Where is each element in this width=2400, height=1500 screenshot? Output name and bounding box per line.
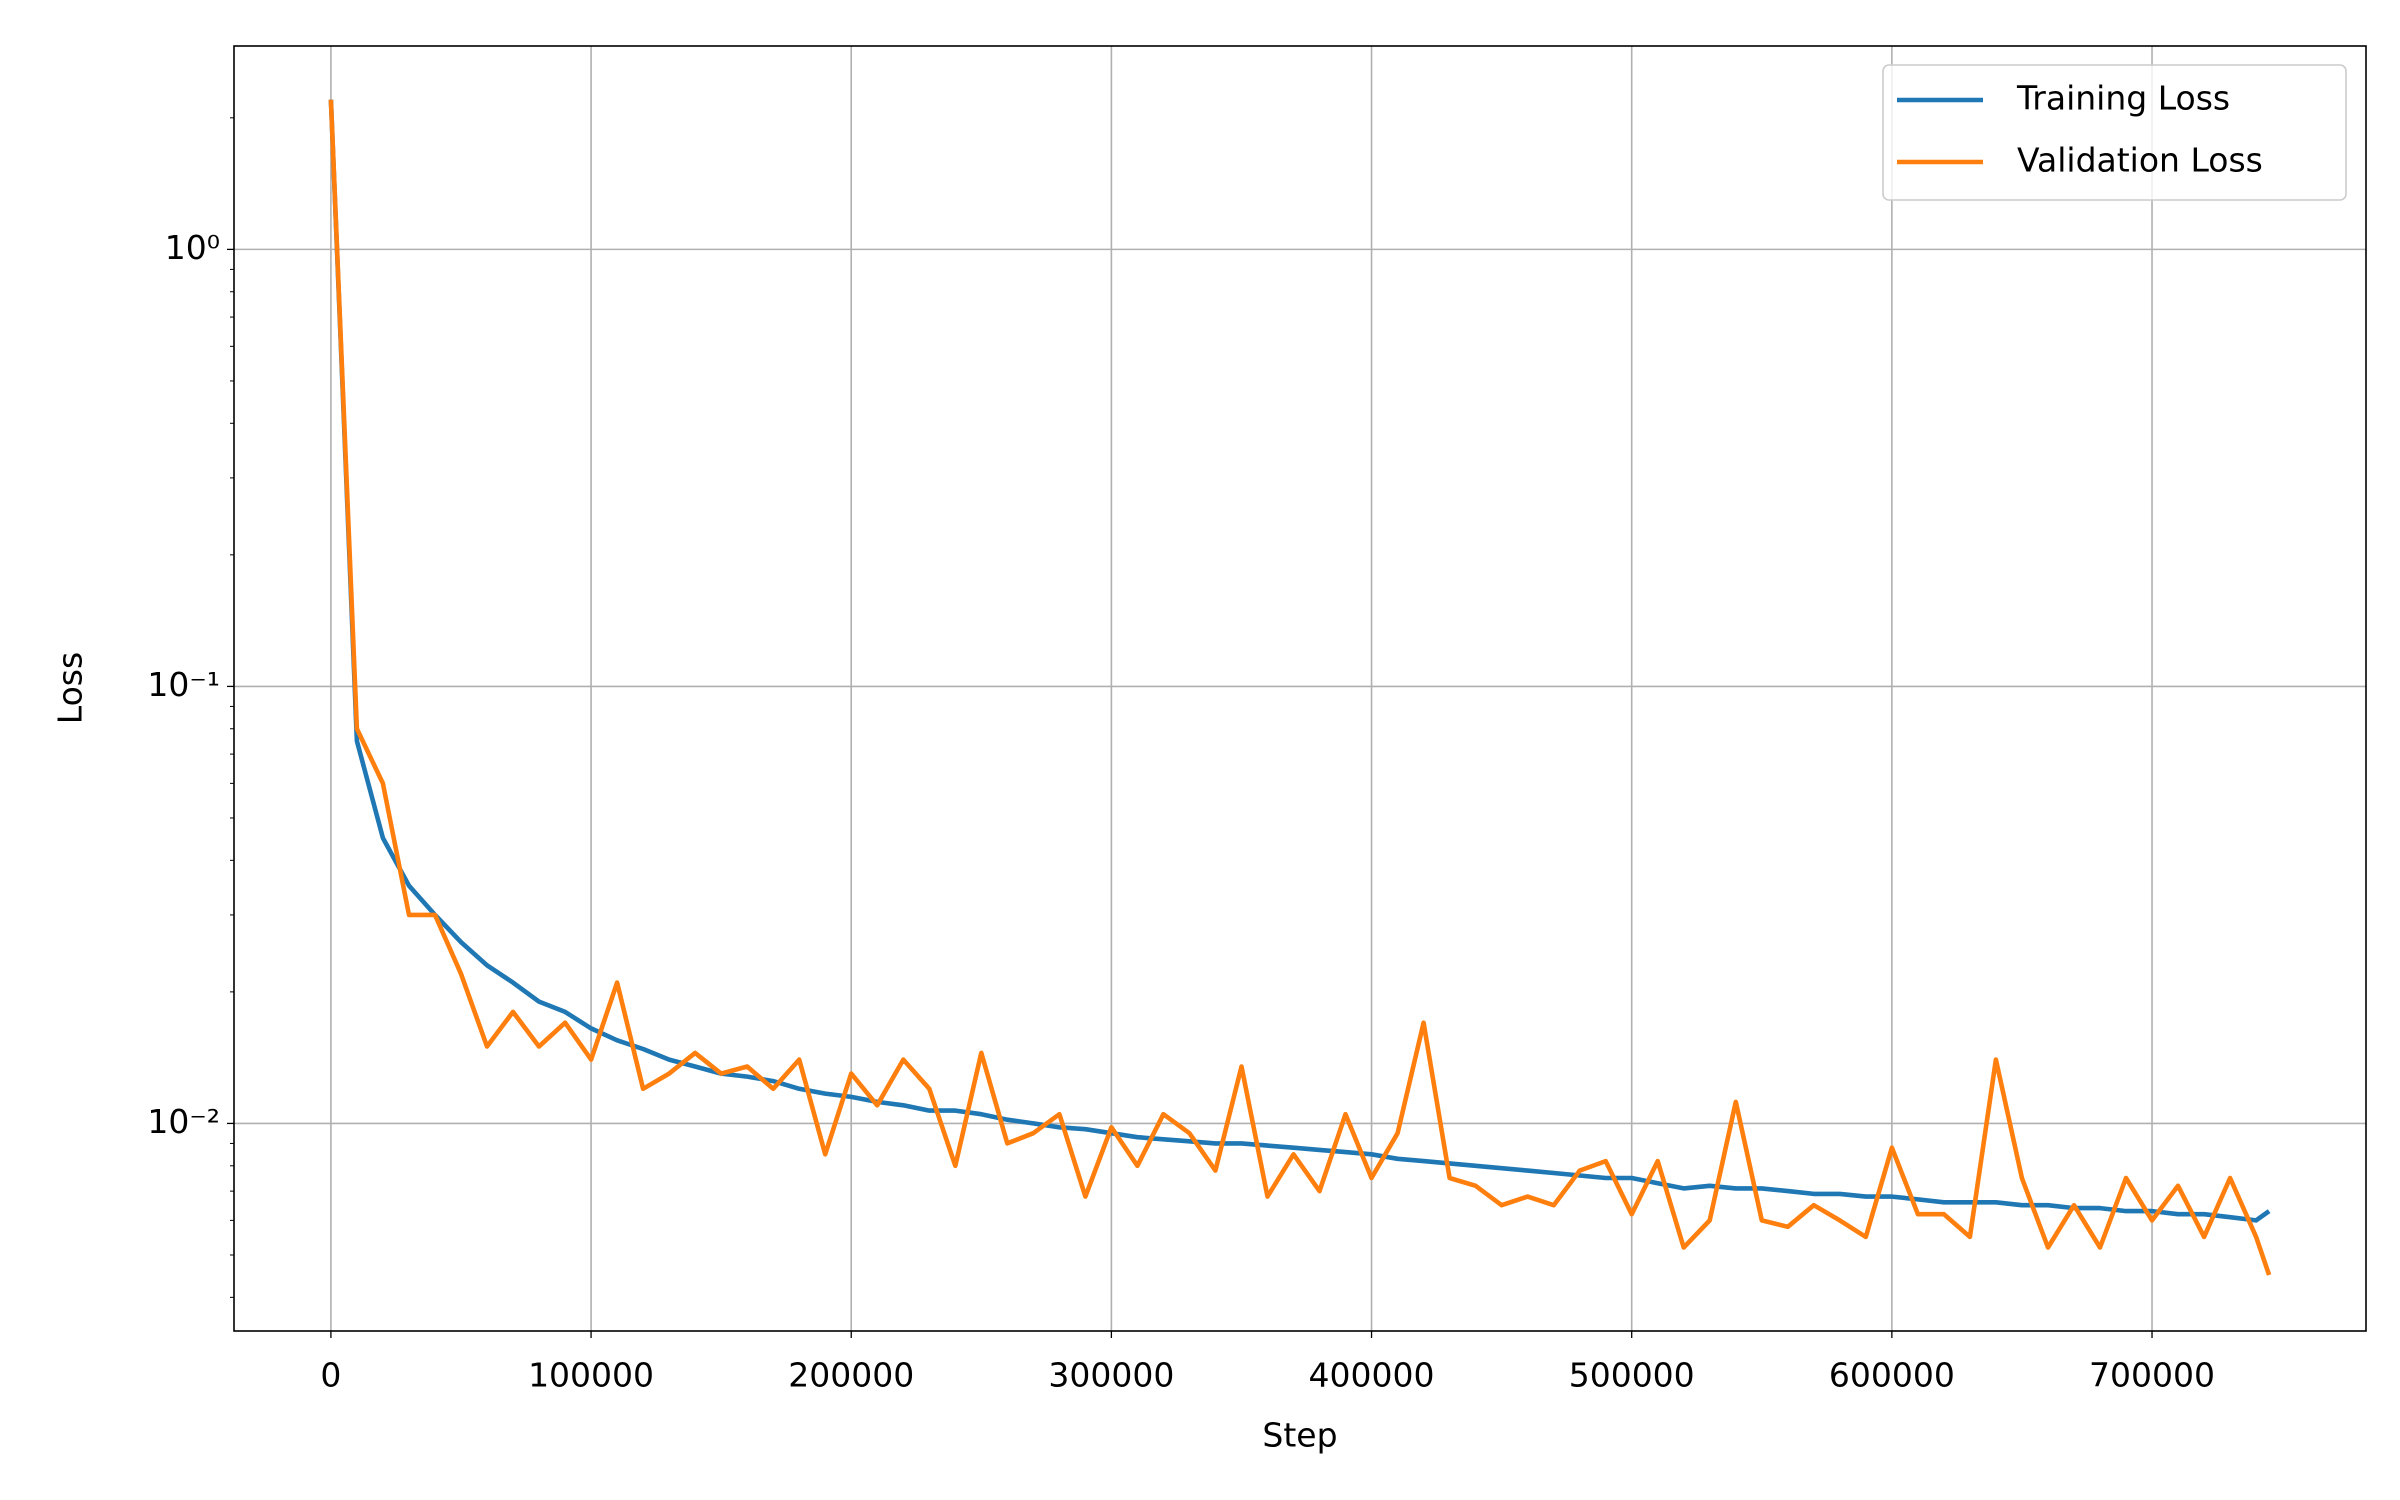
legend-label: Training Loss — [2016, 79, 2230, 118]
series-line — [328, 99, 2271, 1223]
legend-label: Validation Loss — [2017, 141, 2263, 180]
x-tick-label: 0 — [320, 1356, 341, 1395]
legend-box — [1882, 64, 2347, 201]
y-axis-label: Loss — [51, 652, 90, 724]
series-line — [328, 99, 2272, 1276]
x-tick-label: 500000 — [1569, 1356, 1695, 1395]
y-tick-label: 10⁰ — [165, 228, 220, 267]
x-tick-label: 600000 — [1829, 1356, 1955, 1395]
y-tick-label: 10⁻² — [147, 1102, 220, 1141]
y-tick-label: 10⁻¹ — [147, 665, 220, 704]
x-tick-label: 200000 — [788, 1356, 914, 1395]
x-tick-label: 400000 — [1309, 1356, 1435, 1395]
x-tick-label: 300000 — [1048, 1356, 1174, 1395]
axes-frame — [233, 45, 2367, 1332]
x-tick-label: 700000 — [2089, 1356, 2215, 1395]
x-axis-label: Step — [1262, 1416, 1337, 1455]
x-tick-label: 100000 — [528, 1356, 654, 1395]
